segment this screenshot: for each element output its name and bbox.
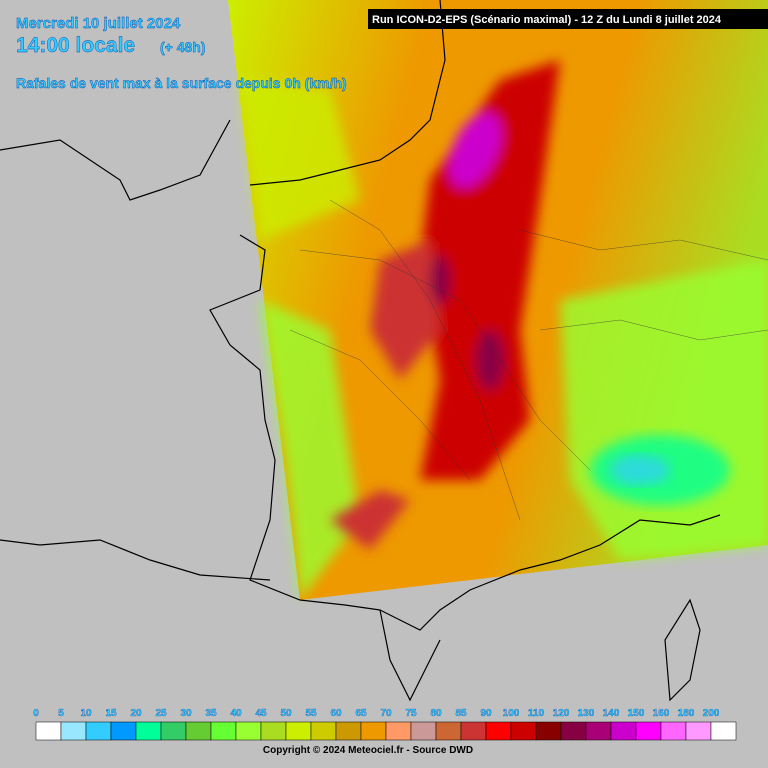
legend-label: 25 <box>155 708 167 719</box>
legend-label: 70 <box>380 708 392 719</box>
legend-label: 30 <box>180 708 192 719</box>
legend-swatch <box>460 721 487 741</box>
legend-swatch <box>410 721 437 741</box>
legend-swatch <box>335 721 362 741</box>
legend-swatch <box>710 721 737 741</box>
legend-label: 200 <box>703 708 720 719</box>
legend-swatch <box>135 721 162 741</box>
legend-label: 20 <box>130 708 142 719</box>
legend-label: 50 <box>280 708 292 719</box>
legend-label: 85 <box>455 708 467 719</box>
legend-label: 55 <box>305 708 317 719</box>
legend-label: 140 <box>603 708 620 719</box>
legend-label: 180 <box>678 708 695 719</box>
legend-swatch <box>235 721 262 741</box>
legend-swatch <box>385 721 412 741</box>
legend-label: 45 <box>255 708 267 719</box>
legend-swatch <box>35 721 62 741</box>
date: Mercredi 10 juillet 2024 <box>16 15 181 32</box>
legend-label: 35 <box>205 708 217 719</box>
coastlines <box>0 0 721 702</box>
legend-label: 100 <box>503 708 520 719</box>
legend-label: 10 <box>80 708 92 719</box>
legend-swatch <box>685 721 712 741</box>
legend-swatch <box>210 721 237 741</box>
legend-swatch <box>185 721 212 741</box>
time: 14:00 locale <box>16 34 135 57</box>
model-domain <box>228 0 768 600</box>
borders <box>289 199 768 521</box>
legend-swatch <box>635 721 662 741</box>
legend-swatch <box>610 721 637 741</box>
run-banner <box>368 9 768 29</box>
legend-swatch <box>510 721 537 741</box>
legend-swatch <box>285 721 312 741</box>
legend-label: 150 <box>628 708 645 719</box>
legend-swatch <box>660 721 687 741</box>
legend-swatch <box>260 721 287 741</box>
legend: 0 5 10 15 20 25 30 35 40 45 50 55 60 65 70 75 80 85 90 100 1… <box>33 708 737 741</box>
legend-swatch <box>160 721 187 741</box>
legend-label: 65 <box>355 708 367 719</box>
legend-label: 0 <box>33 708 39 719</box>
subtitle: Rafales de vent max à la surface depuis … <box>16 75 347 91</box>
legend-label: 160 <box>653 708 670 719</box>
legend-swatch <box>310 721 337 741</box>
legend-label: 80 <box>430 708 442 719</box>
legend-label: 5 <box>58 708 64 719</box>
run-info: Run ICON-D2-EPS (Scénario maximal) - 12 … <box>372 14 722 26</box>
legend-label: 75 <box>405 708 417 719</box>
legend-label: 40 <box>230 708 242 719</box>
legend-swatch <box>485 721 512 741</box>
legend-swatch <box>360 721 387 741</box>
legend-label: 15 <box>105 708 117 719</box>
legend-swatch <box>585 721 612 741</box>
legend-swatch <box>560 721 587 741</box>
lead-time: (+ 48h) <box>160 39 206 55</box>
legend-label: 110 <box>528 708 545 719</box>
legend-swatch <box>535 721 562 741</box>
legend-swatch <box>60 721 87 741</box>
legend-swatch <box>85 721 112 741</box>
legend-swatch <box>110 721 137 741</box>
legend-label: 120 <box>553 708 570 719</box>
legend-label: 60 <box>330 708 342 719</box>
legend-label: 90 <box>480 708 492 719</box>
legend-label: 130 <box>578 708 595 719</box>
copyright: Copyright © 2024 Meteociel.fr - Source D… <box>263 745 473 756</box>
legend-swatch <box>435 721 462 741</box>
